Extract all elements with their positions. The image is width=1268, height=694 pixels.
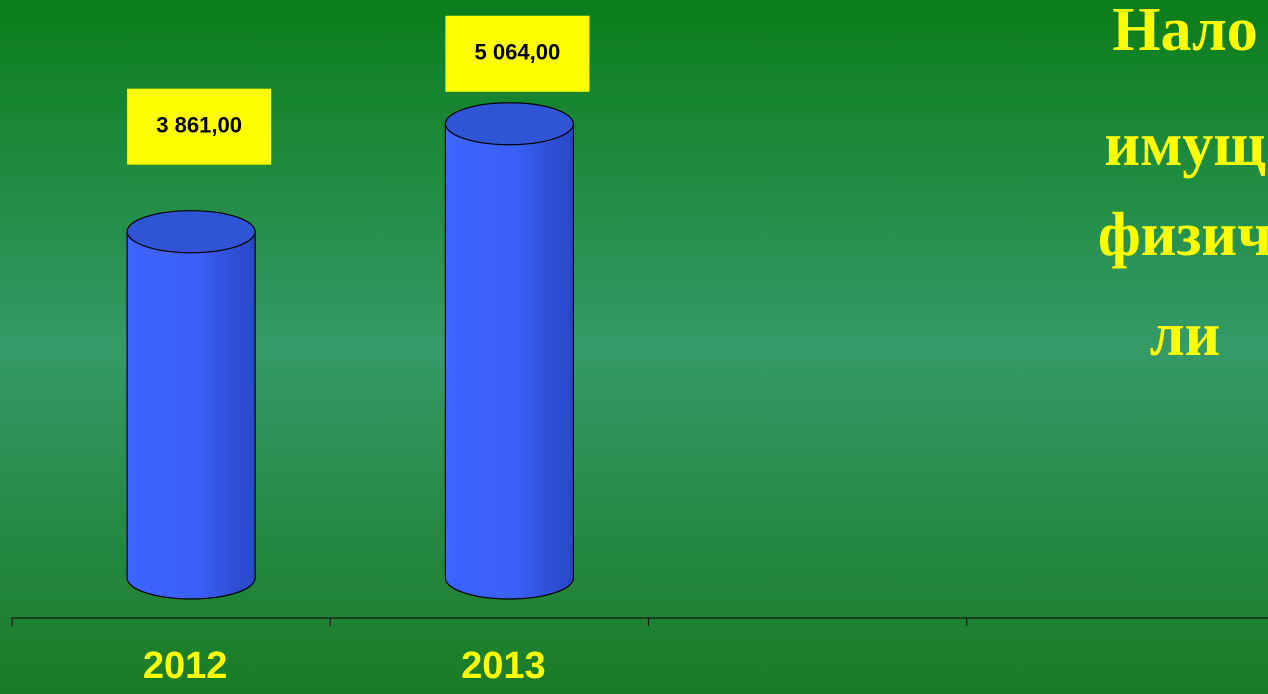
bar-body	[444, 123, 574, 600]
x-tick-label: 2013	[461, 645, 546, 687]
value-label: 5 064,00	[475, 40, 561, 65]
title-line: физич	[1098, 201, 1268, 269]
x-tick-label: 2012	[143, 645, 228, 687]
bar-body	[126, 231, 256, 600]
value-label-box	[127, 88, 272, 165]
value-label-box	[445, 15, 590, 92]
bar-top	[126, 210, 256, 254]
title-line: имущ	[1104, 111, 1265, 179]
bar-top	[444, 102, 574, 146]
title-line: ли	[1150, 301, 1221, 369]
bar	[126, 210, 256, 600]
plot: 2012 3 861,00 2013 5 064,00	[11, 15, 1268, 687]
value-label: 3 861,00	[156, 112, 242, 137]
bar	[444, 102, 574, 600]
title: Нало имущ физич ли	[1098, 0, 1268, 369]
title-line: Нало	[1112, 0, 1258, 64]
